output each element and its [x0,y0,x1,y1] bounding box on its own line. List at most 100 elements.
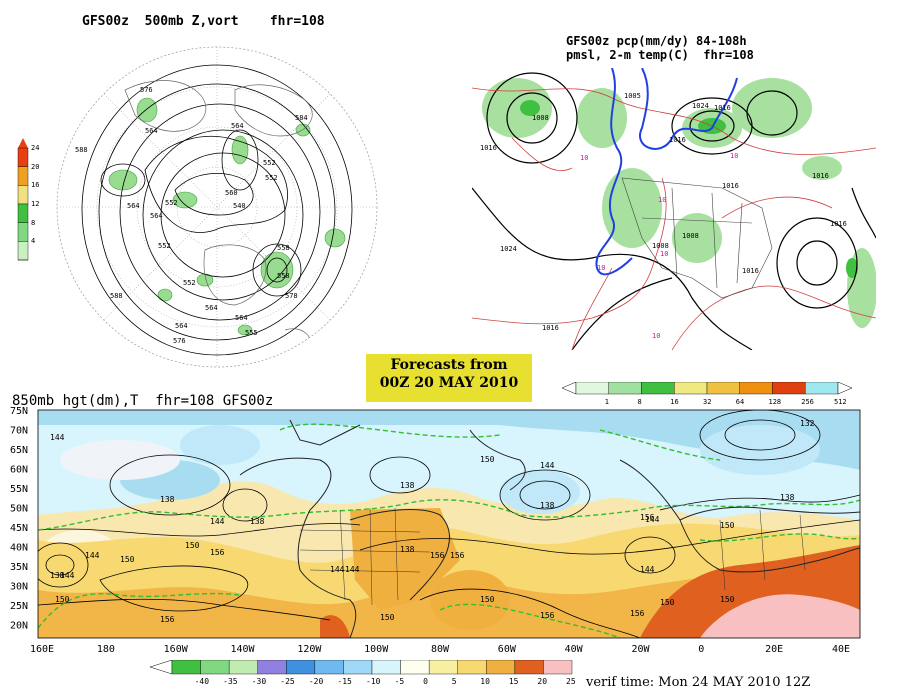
forecast-banner-line1: Forecasts from [390,357,508,373]
height-contour-label: 150 [720,521,735,530]
longitude-label: 80W [431,644,450,655]
colorbar-tick-label: 15 [509,677,519,686]
top-right-title-line2: pmsl, 2-m temp(C) fhr=108 [566,48,754,62]
isobar-label: 1005 [624,92,641,100]
verif-time: verif time: Mon 24 MAY 2010 12Z [586,675,811,690]
colorbar-swatch [17,185,29,205]
colorbar-swatch [428,660,458,675]
isobar-label: 1016 [480,144,497,152]
longitude-label: 120W [297,644,322,655]
colorbar-swatch [486,660,516,675]
latitude-label: 65N [10,445,28,456]
latitude-label: 40N [10,543,28,554]
height-contour-label: 156 [210,548,225,557]
colorbar-swatch [228,660,258,675]
longitude-label: 100W [364,644,389,655]
height-contour-label: 156 [450,551,465,560]
temp-label: 10 [580,154,588,162]
isobar-label: 1024 [692,102,709,110]
height-contour-label: 156 [640,513,655,522]
colorbar-swatch [575,382,609,395]
height-contour-label: 138 [250,517,265,526]
colorbar-swatch [739,382,773,395]
colorbar-tick-label: 10 [480,677,490,686]
colorbar-tick-label: -35 [223,677,238,686]
colorbar-swatch [400,660,430,675]
longitude-label: 160E [30,644,54,655]
colorbar-swatch [514,660,544,675]
colorbar-swatch [171,660,201,675]
temp-label: 10 [597,264,605,272]
colorbar-swatch [17,147,29,167]
colorbar-swatch [608,382,642,395]
forecast-banner: Forecasts from 00Z 20 MAY 2010 [366,354,532,402]
top-left-polar-map: 5765645645645525525405525645585585525525… [56,46,378,368]
colorbar-tick-label: 256 [801,398,814,406]
temp-label: 10 [730,152,738,160]
height-contour-label: 156 [630,609,645,618]
contour-label: 564 [175,322,188,330]
longitude-label: 40W [565,644,584,655]
colorbar-swatch [200,660,230,675]
latitude-label: 60N [10,465,28,476]
height-contour-label: 138 [400,481,415,490]
colorbar-tick-label: -20 [309,677,324,686]
height-contour-label: 156 [540,611,555,620]
height-contour-label: 156 [430,551,445,560]
height-contour-label: 144 [345,565,360,574]
latitude-label: 25N [10,601,28,612]
contour-label: 564 [127,202,140,210]
latitude-label: 30N [10,582,28,593]
colorbar-arrow-top [18,138,28,148]
contour-label: 564 [150,212,163,220]
isobar-label: 1016 [542,324,559,332]
contour-label: 564 [205,304,218,312]
height-contour-label: 144 [50,433,65,442]
top-left-title: GFS00z 500mb Z,vort fhr=108 [82,14,325,29]
longitude-label: 180 [97,644,115,655]
height-contour-label: 144 [85,551,100,560]
contour-label: 552 [165,199,178,207]
top-right-colorbar: 1 8 16 32 64 128 256 512 [562,382,852,406]
colorbar-swatch [772,382,806,395]
colorbar-tick-label: -15 [337,677,352,686]
isobar-label: 1016 [714,104,731,112]
contour-label: 588 [110,292,123,300]
bottom-850mb-map: 75N 70N 65N 60N 55N 50N 45N 40N 35N 30N 25N 20N 160… [10,406,861,655]
contour-label: 558 [277,244,290,252]
bottom-title: 850mb hgt(dm),T fhr=108 GFS00z [12,393,274,409]
colorbar-tick-label: 0 [423,677,428,686]
colorbar-swatch [343,660,373,675]
isobar-label: 1008 [652,242,669,250]
colorbar-tick-label: -40 [195,677,210,686]
colorbar-swatch [17,166,29,186]
isobar-label: 1008 [682,232,699,240]
height-contour-label: 138 [160,495,175,504]
contour-label: 584 [295,114,308,122]
colorbar-tick-label: 16 [31,181,40,190]
colorbar-tick-label: 5 [452,677,457,686]
height-contour-label: 144 [330,565,345,574]
top-right-title-line1: GFS00z pcp(mm/dy) 84-108h [566,34,747,48]
contour-label: 555 [245,329,258,337]
colorbar-tick-label: 20 [537,677,547,686]
colorbar-tick-label: 64 [736,398,744,406]
colorbar-swatch [17,203,29,223]
height-contour-label: 144 [640,565,655,574]
bottom-map-frame [37,409,861,639]
contour-label: 552 [265,174,278,182]
colorbar-swatch [286,660,316,675]
height-contour-label: 150 [120,555,135,564]
colorbar-tick-label: 12 [31,200,40,208]
top-left-colorbar: 24 20 16 12 8 4 [14,138,44,268]
colorbar-tick-label: 16 [670,398,678,406]
colorbar-swatch [17,222,29,242]
colorbar-swatch [257,660,287,675]
longitude-label: 20E [765,644,783,655]
contour-label: 558 [277,272,290,280]
height-contour-label: 150 [380,613,395,622]
isobar-label: 1016 [830,220,847,228]
colorbar-tick-label: -25 [280,677,295,686]
height-contour-label: 144 [645,515,660,524]
colorbar-tick-label: 4 [31,237,36,246]
